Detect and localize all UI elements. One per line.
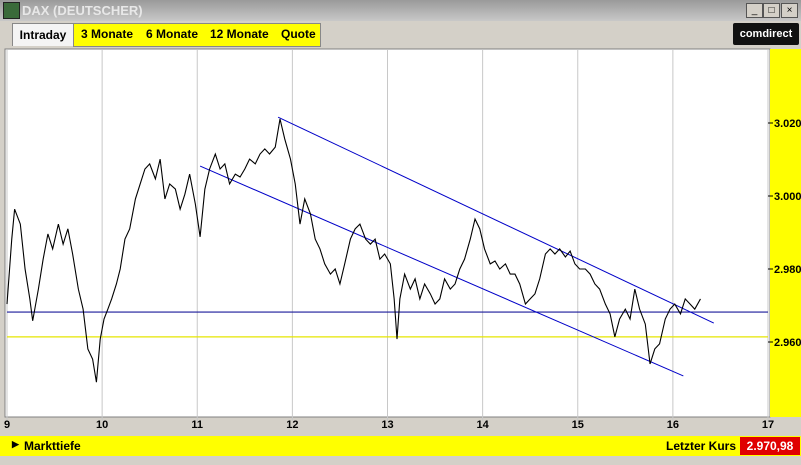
tab[interactable]: Quote bbox=[281, 27, 316, 41]
tab-bar: Intraday 3 Monate 6 Monate 12 Monate Quo… bbox=[0, 21, 801, 47]
footer-bar: ▶ Markttiefe Letzter Kurs 2.970,98 bbox=[0, 436, 801, 456]
x-tick-label: 11 bbox=[191, 419, 203, 431]
tab[interactable]: 12 Monate bbox=[210, 27, 269, 41]
chart: 9 10 11 12 13 14 15 16 17 2.960 2.980 3.000 3.020 bbox=[4, 48, 801, 431]
minimize-button[interactable]: _ bbox=[746, 3, 763, 18]
last-price-label: Letzter Kurs bbox=[666, 439, 737, 453]
trend-line bbox=[277, 116, 714, 324]
y-tick-label: 3.020 bbox=[774, 118, 801, 130]
x-tick-label: 14 bbox=[477, 419, 490, 431]
x-tick-label: 17 bbox=[762, 419, 774, 431]
tab-group bbox=[73, 23, 321, 47]
x-tick-label: 9 bbox=[4, 419, 10, 431]
last-price: 2.970,98 bbox=[740, 437, 800, 455]
x-tick-label: 12 bbox=[286, 419, 298, 431]
app-icon bbox=[3, 2, 20, 19]
y-axis-panel bbox=[770, 49, 801, 417]
x-tick-label: 13 bbox=[381, 419, 393, 431]
y-tick-label: 2.960 bbox=[774, 337, 801, 349]
price-line bbox=[6, 118, 701, 383]
x-tick-label: 16 bbox=[667, 419, 679, 431]
x-tick-label: 10 bbox=[96, 419, 108, 431]
title-bar: DAX (DEUTSCHER) _ □ × bbox=[0, 0, 801, 21]
maximize-button[interactable]: □ bbox=[763, 3, 780, 18]
tab[interactable]: Intraday bbox=[12, 23, 74, 46]
expand-arrow[interactable]: ▶ bbox=[12, 439, 19, 449]
y-tick-label: 2.980 bbox=[774, 264, 801, 276]
close-button[interactable]: × bbox=[781, 3, 798, 18]
y-tick-label: 3.000 bbox=[774, 191, 801, 203]
window-title: DAX (DEUTSCHER) bbox=[22, 3, 143, 18]
trend-line bbox=[199, 165, 684, 377]
brand-logo[interactable]: comdirect bbox=[733, 23, 799, 45]
x-tick-label: 15 bbox=[572, 419, 584, 431]
tab[interactable]: 3 Monate bbox=[81, 27, 134, 41]
depth-link[interactable]: Markttiefe bbox=[24, 439, 81, 453]
tab[interactable]: 6 Monate bbox=[146, 27, 199, 41]
